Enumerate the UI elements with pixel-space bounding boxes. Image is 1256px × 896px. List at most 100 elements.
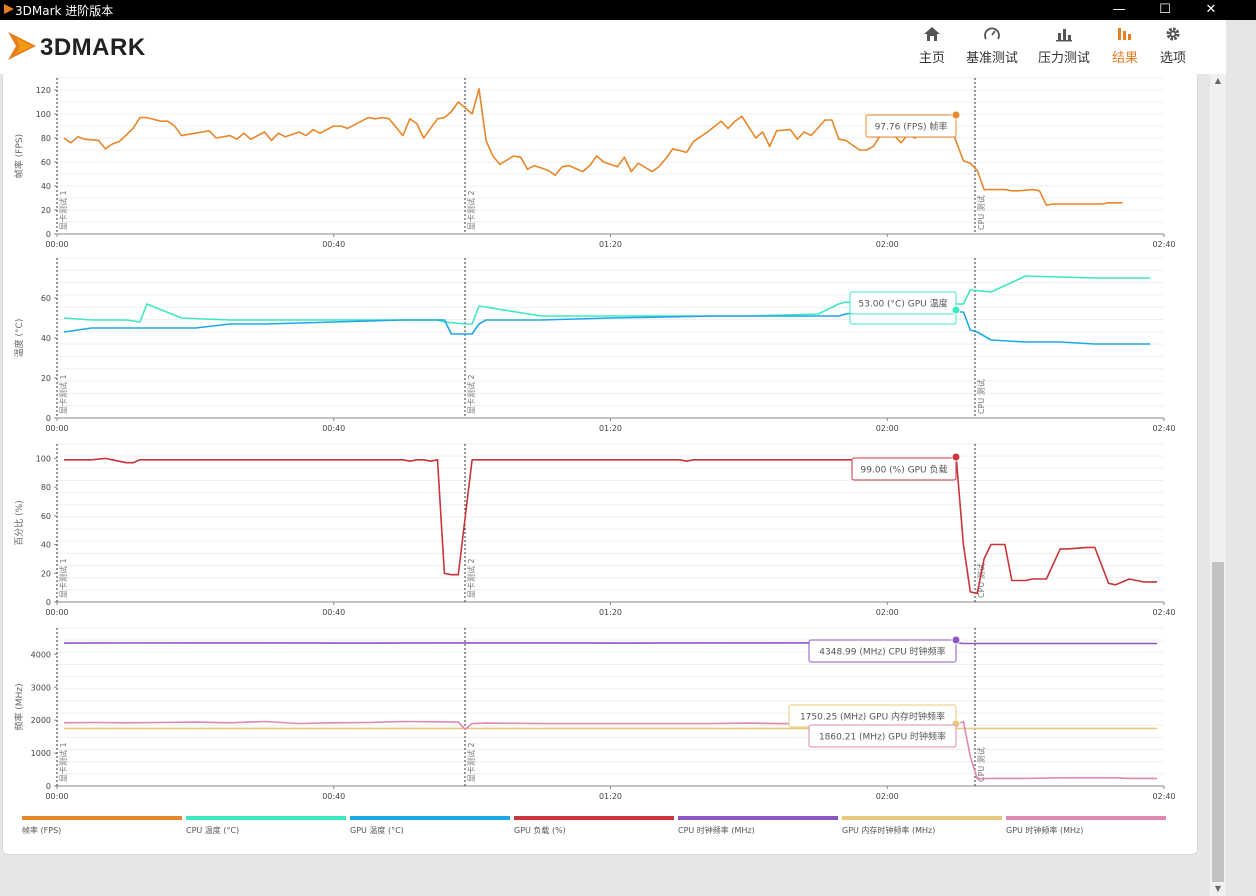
scrollbar-thumb[interactable] xyxy=(1212,562,1224,882)
y-tick-label: 60 xyxy=(41,294,51,303)
y-axis-label: 帧率 (FPS) xyxy=(13,134,25,178)
window-title: 3DMark 进阶版本 xyxy=(15,4,114,18)
phase-marker-label: 显卡测试 2 xyxy=(466,558,476,598)
tooltip-box xyxy=(849,291,957,315)
nav-options[interactable]: 选项 xyxy=(1155,25,1191,70)
legend-label: GPU 负载 (%) xyxy=(514,826,566,835)
nav-benchmarks-label: 基准测试 xyxy=(965,51,1018,66)
y-tick-label: 0 xyxy=(46,414,51,423)
logo[interactable]: 3DMARK xyxy=(6,24,186,68)
legend-swatch xyxy=(514,816,674,820)
phase-marker-label: 显卡测试 1 xyxy=(58,374,68,414)
y-tick-label: 0 xyxy=(46,230,51,239)
x-tick-label: 01:20 xyxy=(599,792,622,801)
legend-label: GPU 内存时钟频率 (MHz) xyxy=(842,826,936,835)
tooltip-box xyxy=(851,457,957,481)
minimize-icon[interactable]: — xyxy=(1112,2,1126,17)
scroll-down-icon[interactable]: ▼ xyxy=(1214,884,1222,893)
y-tick-label: 100 xyxy=(36,454,51,463)
legend-label: GPU 温度 (°C) xyxy=(350,826,404,835)
phase-marker-label: CPU 测试 xyxy=(976,747,986,782)
y-axis-label: 百分比 (%) xyxy=(13,500,25,545)
tooltip-text: 99.00 (%) GPU 负载 xyxy=(861,464,948,476)
scroll-up-icon[interactable]: ▲ xyxy=(1214,76,1222,85)
legend-label: CPU 时钟频率 (MHz) xyxy=(678,826,755,835)
nav-stress-tests-label: 压力测试 xyxy=(1037,51,1090,66)
legend-item-fps[interactable]: 帧率 (FPS) xyxy=(22,816,182,836)
phase-marker-label: 显卡测试 2 xyxy=(466,742,476,782)
series-line xyxy=(63,457,1158,595)
y-axis-label: 频率 (MHz) xyxy=(13,683,25,730)
gauge-icon xyxy=(984,27,1000,40)
legend-item-gpu-mem-clock[interactable]: GPU 内存时钟频率 (MHz) xyxy=(842,816,1002,836)
phase-marker-label: CPU 测试 xyxy=(976,563,986,598)
logo-text: 3DMARK xyxy=(40,34,146,61)
legend-swatch xyxy=(1006,816,1166,820)
y-tick-label: 20 xyxy=(41,374,51,383)
x-tick-label: 02:40 xyxy=(1152,792,1175,801)
y-tick-label: 0 xyxy=(46,782,51,791)
y-tick-label: 100 xyxy=(36,110,51,119)
hover-dot xyxy=(951,452,961,462)
tooltip-text: 97.76 (FPS) 帧率 xyxy=(875,121,948,133)
y-tick-label: 80 xyxy=(41,134,51,143)
x-tick-label: 02:00 xyxy=(876,608,899,617)
phase-marker-label: 显卡测试 1 xyxy=(58,190,68,230)
tooltip-text: 4348.99 (MHz) CPU 时钟频率 xyxy=(819,646,945,658)
phase-marker-label: 显卡测试 1 xyxy=(58,742,68,782)
x-tick-label: 02:40 xyxy=(1152,240,1175,249)
legend-item-cpu-clock[interactable]: CPU 时钟频率 (MHz) xyxy=(678,816,838,836)
x-tick-label: 02:00 xyxy=(876,792,899,801)
legend-item-gpu-load[interactable]: GPU 负载 (%) xyxy=(514,816,674,836)
y-tick-label: 2000 xyxy=(31,716,51,725)
x-tick-label: 02:40 xyxy=(1152,608,1175,617)
legend-item-gpu-temp[interactable]: GPU 温度 (°C) xyxy=(350,816,510,836)
x-tick-label: 02:00 xyxy=(876,240,899,249)
tooltip-box xyxy=(808,639,957,663)
legend-item-gpu-clock[interactable]: GPU 时钟频率 (MHz) xyxy=(1006,816,1166,836)
bar-chart-icon xyxy=(1056,29,1072,42)
phase-marker-label: 显卡测试 1 xyxy=(58,558,68,598)
series-line xyxy=(63,311,1151,345)
window-edge xyxy=(1226,20,1256,896)
x-tick-label: 00:40 xyxy=(322,424,345,433)
x-tick-label: 00:40 xyxy=(322,240,345,249)
x-tick-label: 02:40 xyxy=(1152,424,1175,433)
maximize-icon[interactable]: ☐ xyxy=(1159,2,1171,17)
legend-swatch xyxy=(842,816,1002,820)
title-bar: 3DMark 进阶版本 — ☐ ✕ xyxy=(0,0,1256,20)
x-tick-label: 00:00 xyxy=(45,792,68,801)
tooltip-box xyxy=(808,724,957,748)
x-tick-label: 00:00 xyxy=(45,608,68,617)
nav-results[interactable]: 结果 xyxy=(1107,25,1143,70)
x-tick-label: 01:20 xyxy=(599,608,622,617)
x-tick-label: 01:20 xyxy=(599,240,622,249)
nav-home[interactable]: 主页 xyxy=(914,25,950,70)
y-tick-label: 20 xyxy=(41,569,51,578)
app-icon xyxy=(4,4,14,14)
legend-item-cpu-temp[interactable]: CPU 温度 (°C) xyxy=(186,816,346,836)
y-tick-label: 20 xyxy=(41,206,51,215)
legend-label: 帧率 (FPS) xyxy=(22,826,62,835)
tooltip-text: 1750.25 (MHz) GPU 内存时钟频率 xyxy=(800,711,945,723)
legend-label: CPU 温度 (°C) xyxy=(186,826,240,835)
legend-swatch xyxy=(350,816,510,820)
y-tick-label: 120 xyxy=(36,86,51,95)
nav-home-label: 主页 xyxy=(918,51,945,66)
nav-stress-tests[interactable]: 压力测试 xyxy=(1034,25,1094,70)
hover-dot xyxy=(951,110,961,120)
x-tick-label: 01:20 xyxy=(599,424,622,433)
y-tick-label: 40 xyxy=(41,541,51,550)
y-tick-label: 1000 xyxy=(31,749,51,758)
logo-mark-icon xyxy=(8,32,36,60)
phase-marker-label: 显卡测试 2 xyxy=(466,190,476,230)
nav-benchmarks[interactable]: 基准测试 xyxy=(962,25,1022,70)
y-tick-label: 4000 xyxy=(31,650,51,659)
y-tick-label: 60 xyxy=(41,158,51,167)
hover-dot xyxy=(951,635,961,645)
y-tick-label: 40 xyxy=(41,334,51,343)
legend-swatch xyxy=(678,816,838,820)
y-tick-label: 3000 xyxy=(31,683,51,692)
close-icon[interactable]: ✕ xyxy=(1205,2,1217,17)
